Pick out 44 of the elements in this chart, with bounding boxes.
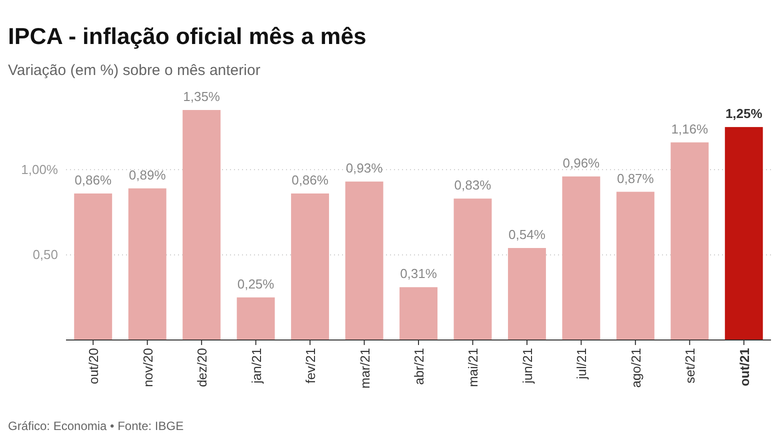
data-label: 0,54%	[508, 227, 546, 242]
chart-title: IPCA - inflação oficial mês a mês	[8, 23, 366, 49]
text: Gráfico: Economia • Fonte: IBGE	[8, 419, 184, 433]
y-tick-label: 0,50	[32, 246, 58, 262]
x-tick-label: abr/21	[412, 348, 426, 385]
data-label: 0,87%	[616, 170, 654, 186]
x-tick-label: nov/20	[140, 348, 156, 388]
x-tick-label: jun/21	[520, 348, 535, 384]
data-label: 0,86%	[292, 172, 329, 188]
data-label: 0,86%	[74, 172, 112, 188]
bar	[562, 176, 600, 340]
data-label: 0,25%	[237, 276, 275, 292]
bar	[236, 297, 275, 340]
data-label: 0,93%	[346, 160, 384, 176]
bar	[291, 193, 330, 340]
bar	[454, 198, 492, 340]
x-tick-label: out/20	[86, 348, 102, 384]
data-label: 0,31%	[400, 266, 438, 282]
bar	[670, 142, 709, 340]
data-label: 0,83%	[454, 178, 492, 193]
bar	[400, 287, 438, 340]
x-tick-label: fev/21	[303, 348, 318, 384]
y-tick-label: 1,00%	[21, 162, 58, 177]
bar	[616, 192, 654, 340]
x-tick-label: out/21	[736, 348, 752, 386]
x-tick-label: mar/21	[357, 348, 372, 388]
chart-subtitle: Variação (em %) sobre o mês anterior	[8, 62, 260, 79]
x-tick-label: dez/20	[194, 348, 210, 388]
data-label: 1,35%	[183, 89, 220, 104]
data-label: 0,89%	[128, 167, 166, 182]
bar	[345, 182, 384, 340]
bar	[128, 188, 166, 340]
bar	[508, 248, 546, 340]
bar	[74, 193, 112, 340]
data-label: 1,16%	[671, 121, 709, 136]
bar	[724, 127, 763, 340]
x-tick-label: jul/21	[574, 348, 590, 380]
x-tick-label: jan/21	[248, 348, 264, 384]
bar	[182, 110, 221, 340]
data-label: 0,96%	[562, 155, 600, 170]
data-label: 1,25%	[725, 106, 763, 122]
x-tick-label: set/21	[682, 348, 698, 384]
x-tick-label: mai/21	[466, 348, 481, 388]
x-tick-label: ago/21	[628, 348, 644, 388]
